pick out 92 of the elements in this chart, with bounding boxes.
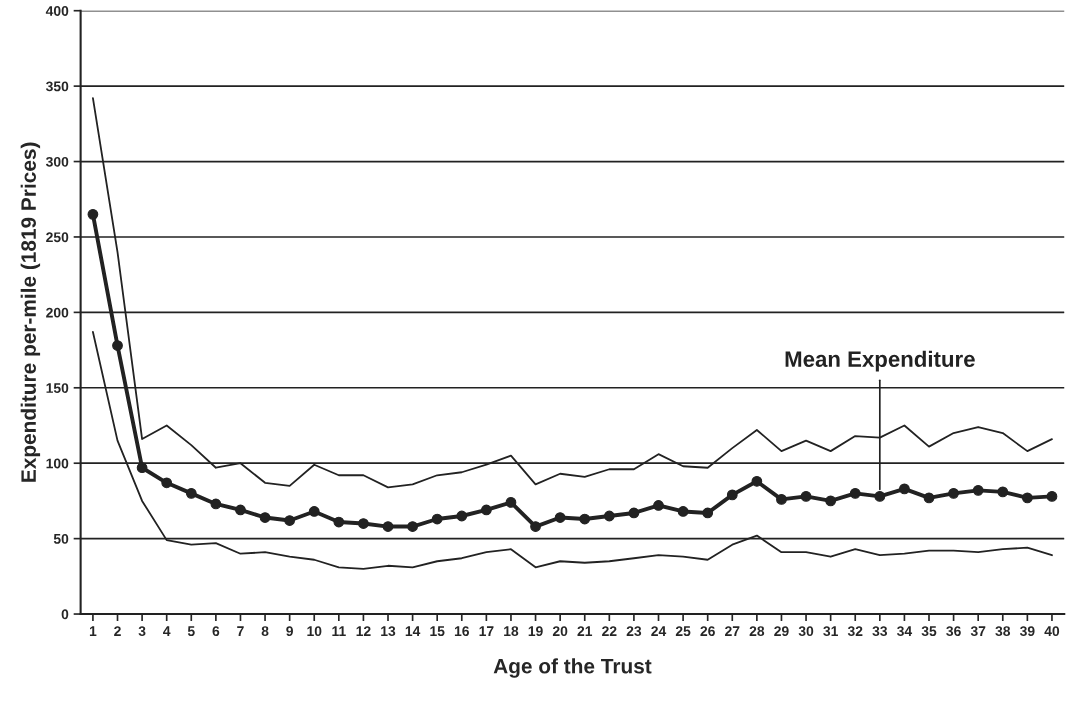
annotation: Mean Expenditure — [785, 350, 975, 372]
point — [161, 477, 173, 489]
x-tick-label: 31 — [823, 626, 838, 637]
x-tick-label: 37 — [970, 626, 986, 637]
x-tick-label: 9 — [286, 626, 293, 637]
point — [899, 483, 910, 495]
point — [1046, 491, 1058, 502]
x-tick-label: 12 — [356, 626, 371, 636]
x-tick-label: 29 — [774, 626, 789, 637]
x-tick-label: 34 — [897, 626, 913, 637]
point — [333, 516, 345, 528]
point — [505, 497, 517, 508]
x-tick-label: 22 — [602, 626, 617, 636]
point — [776, 494, 787, 505]
y-tick-label: 0 — [61, 609, 69, 620]
x-tick-label: 40 — [1044, 626, 1060, 637]
x-tick-label: 14 — [405, 626, 421, 636]
x-tick-label: 21 — [577, 626, 593, 636]
x-tick-label: 7 — [237, 626, 244, 636]
x-tick-label: 33 — [872, 626, 888, 637]
x-tick-label: 4 — [163, 626, 171, 636]
y-tick-label: 100 — [46, 458, 69, 469]
point — [210, 498, 222, 510]
x-tick-label: 39 — [1019, 626, 1035, 637]
x-tick-label: 2 — [114, 626, 121, 636]
point — [431, 513, 443, 525]
x-tick-label: 27 — [725, 626, 740, 636]
x-tick-label: 13 — [381, 626, 396, 637]
point — [308, 506, 320, 517]
x-tick-label: 6 — [212, 626, 220, 637]
point — [972, 484, 984, 496]
x-tick-label: 18 — [504, 626, 519, 637]
point — [825, 495, 837, 507]
point — [751, 475, 763, 487]
x-tick-label: 35 — [921, 626, 937, 637]
x-tick-label: 28 — [749, 626, 765, 637]
point — [284, 515, 296, 526]
y-tick-label: 150 — [46, 383, 69, 393]
point — [702, 507, 714, 519]
point — [849, 487, 861, 499]
x-tick-label: 25 — [675, 626, 691, 637]
point — [923, 492, 935, 504]
point — [358, 518, 369, 529]
point — [259, 512, 271, 523]
point — [112, 340, 123, 351]
x-tick-label: 38 — [995, 626, 1011, 637]
point — [87, 208, 99, 220]
point — [677, 506, 689, 517]
point — [235, 504, 246, 516]
point — [480, 504, 492, 516]
x-tick-label: 20 — [552, 626, 568, 637]
point — [603, 510, 615, 522]
x-tick-label: 19 — [528, 626, 543, 637]
y-tick-label: 200 — [46, 307, 69, 318]
x-tick-label: 16 — [454, 626, 469, 637]
point — [579, 513, 591, 525]
point — [456, 510, 468, 522]
x-tick-label: 30 — [798, 626, 814, 637]
x-tick-label: 26 — [700, 626, 715, 637]
point — [382, 521, 394, 532]
point — [800, 491, 812, 502]
x-tick-label: 15 — [430, 626, 445, 637]
point — [726, 489, 738, 501]
point — [530, 521, 541, 532]
point — [185, 487, 197, 499]
x-axis-title: Age of the Trust — [493, 658, 652, 678]
point — [874, 491, 886, 502]
x-tick-label: 1 — [89, 626, 97, 636]
x-tick-label: 10 — [307, 626, 322, 637]
point — [136, 462, 148, 474]
point — [554, 512, 566, 523]
point — [948, 487, 959, 499]
point — [653, 500, 664, 511]
point — [407, 521, 418, 532]
point — [628, 507, 640, 519]
y-tick-label: 400 — [45, 6, 69, 16]
y-axis-title: Expenditure per-mile (1819 Prices) — [20, 142, 41, 482]
y-tick-label: 300 — [45, 156, 69, 167]
y-tick-label: 250 — [46, 232, 69, 243]
x-tick-label: 23 — [626, 626, 642, 637]
x-tick-label: 3 — [138, 626, 146, 637]
x-tick-label: 17 — [479, 626, 494, 636]
x-tick-label: 24 — [651, 626, 667, 636]
x-tick-label: 5 — [187, 626, 195, 637]
y-tick-label: 350 — [45, 81, 69, 92]
x-tick-label: 11 — [332, 626, 346, 636]
point — [1021, 492, 1033, 504]
point — [997, 486, 1009, 498]
y-tick-label: 50 — [53, 533, 69, 544]
x-tick-label: 36 — [946, 626, 961, 637]
x-tick-label: 32 — [847, 626, 863, 637]
x-tick-label: 8 — [261, 626, 269, 637]
